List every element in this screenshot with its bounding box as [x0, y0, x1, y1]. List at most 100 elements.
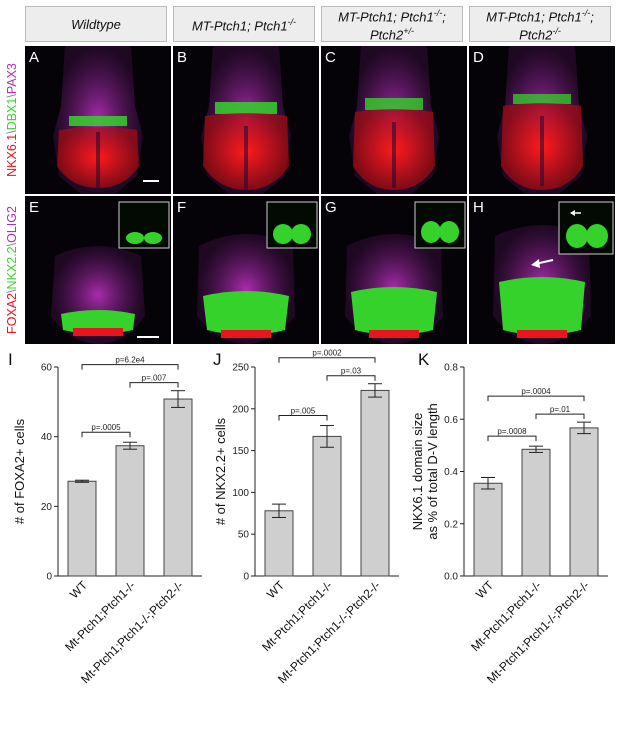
significance-bracket: [487, 435, 537, 442]
channel-label-text: FOXA2\NKX2.2\OLIG2: [5, 206, 20, 334]
chart-nkx2-2: J 0 50 100 150 200 250 # of NKX2.2+ cells WT Mt-P…: [205, 345, 415, 725]
significance-bracket: [81, 431, 131, 438]
micrograph-image: [51, 201, 170, 344]
header-text: Ptch2: [369, 27, 404, 43]
significance-bracket: [326, 375, 376, 381]
header-superscript: -/-: [581, 7, 591, 18]
panel-label: D: [473, 49, 484, 66]
header-text: MT-Ptch1; Ptch1: [486, 9, 582, 24]
row2-channel-label: FOXA2\NKX2.2\OLIG2: [2, 196, 22, 344]
x-tick-label: Mt-Ptch1;Ptch1-/-;Ptch2-/-: [78, 578, 186, 686]
y-axis-label: # of FOXA2+ cells: [12, 418, 27, 524]
channel-label-text: NKX6.1\DBX1\PAX3: [5, 63, 20, 177]
bar-chart-foxa2: I 0 20 40 60 # of FOXA2+ cells WTMt-Ptch1;Ptch…: [8, 350, 202, 686]
y-tick-label: 200: [232, 404, 249, 415]
header-superscript: +/-: [403, 26, 414, 36]
y-tick-label: 50: [238, 530, 250, 541]
bar: [115, 445, 145, 577]
bar: [569, 427, 599, 577]
arrow-icon: [531, 259, 554, 268]
micrograph-panel-e: E: [25, 196, 171, 344]
x-tick-label: Mt-Ptch1;Ptch1-/-;Ptch2-/-: [484, 578, 592, 686]
micrograph-panel-b: B: [173, 46, 319, 194]
y-tick-label: 60: [41, 363, 53, 374]
x-tick-label: WT: [473, 578, 497, 602]
micrograph-image: [53, 46, 159, 194]
p-value-label: p=.03: [341, 367, 362, 376]
header-text: MT-Ptch1; Ptch1: [191, 18, 288, 34]
column-header-label: Wildtype: [71, 16, 121, 32]
column-header-wildtype: Wildtype: [25, 6, 167, 42]
bar: [264, 510, 294, 577]
bar: [312, 435, 342, 577]
y-tick-label: 250: [232, 363, 249, 374]
y-tick-label: 0.6: [444, 415, 458, 426]
inset-arrow-icon: [570, 210, 581, 216]
micrograph-image: [349, 46, 439, 194]
x-tick-label: WT: [264, 578, 288, 602]
micrograph-image: [497, 46, 587, 194]
y-axis-label: # of NKX2.2+ cells: [213, 417, 228, 525]
nkx2-2-label: NKX2.2: [5, 246, 20, 290]
y-tick-label: 0.0: [444, 572, 458, 583]
y-tick-label: 100: [232, 488, 249, 499]
micrograph-panel-d: D: [469, 46, 615, 194]
y-tick-label: 0.8: [444, 363, 458, 374]
significance-bracket: [278, 357, 376, 363]
panel-label: E: [29, 199, 40, 216]
chart-panel-label: I: [8, 350, 13, 369]
bar: [67, 480, 97, 577]
significance-bracket: [129, 382, 179, 388]
micrograph-image: [201, 46, 291, 194]
bar-chart-nkx2-2: J 0 50 100 150 200 250 # of NKX2.2+ cells WTMt-P…: [213, 349, 399, 686]
column-header-ptch2-null: MT-Ptch1; Ptch1-/-; Ptch2-/-: [469, 6, 611, 42]
y-tick-label: 0: [243, 572, 249, 583]
y-tick-label: 20: [41, 502, 53, 513]
panel-label: F: [177, 199, 187, 216]
column-header-label: MT-Ptch1; Ptch1-/-; Ptch2+/-: [338, 7, 446, 43]
p-value-label: p=.007: [142, 374, 167, 383]
chart-foxa2: I 0 20 40 60 # of FOXA2+ cells WT Mt-Ptch1;Ptch…: [0, 345, 210, 725]
micrograph-image: [493, 201, 614, 344]
panel-label: A: [29, 49, 40, 66]
dbx1-label: DBX1: [5, 97, 20, 131]
row1-channel-label: NKX6.1\DBX1\PAX3: [2, 46, 22, 194]
y-tick-label: 0.2: [444, 519, 458, 530]
y-tick-label: 150: [232, 446, 249, 457]
header-text: Ptch2: [519, 27, 553, 43]
panel-label: C: [325, 49, 336, 66]
micrograph-image: [197, 201, 318, 344]
header-superscript: -/-: [287, 16, 297, 27]
column-header-label: MT-Ptch1; Ptch1-/-; Ptch2-/-: [486, 7, 594, 43]
bar: [163, 398, 193, 577]
panel-label: G: [325, 199, 337, 216]
nkx6-1-label: NKX6.1: [5, 133, 20, 177]
p-value-label: p=.0002: [312, 349, 342, 358]
bar-chart-nkx6-1: K 0.0 0.2 0.4 0.6 0.8 NKX6.1 domain size as % o…: [410, 350, 608, 686]
micrograph-panel-g: G: [321, 196, 467, 344]
p-value-label: p=.0008: [497, 427, 527, 436]
p-value-label: p=.0005: [91, 423, 121, 432]
y-axis-label: as % of total D-V length: [425, 403, 440, 540]
foxa2-label: FOXA2: [5, 292, 20, 334]
chart-nkx6-1: K 0.0 0.2 0.4 0.6 0.8 NKX6.1 domain size as % o…: [410, 345, 620, 725]
micrograph-panel-h: H: [469, 196, 615, 344]
p-value-label: p=.0004: [521, 387, 551, 396]
bar: [360, 389, 390, 577]
x-tick-label: WT: [67, 578, 91, 602]
significance-bracket: [278, 415, 328, 421]
olig2-label: OLIG2: [5, 206, 20, 243]
p-value-label: p=.01: [550, 405, 571, 414]
header-superscript: -/-: [552, 26, 561, 36]
micrograph-image: [345, 201, 466, 344]
column-header-ptch2-het: MT-Ptch1; Ptch1-/-; Ptch2+/-: [321, 6, 463, 42]
panel-label: H: [473, 199, 484, 216]
column-header-mt-ptch1-ptch1: MT-Ptch1; Ptch1-/-: [173, 6, 315, 42]
chart-panel-label: J: [213, 350, 222, 369]
p-value-label: p=.005: [291, 407, 316, 416]
y-axis-label: NKX6.1 domain size: [410, 413, 425, 531]
bar: [521, 448, 551, 577]
micrograph-panel-f: F: [173, 196, 319, 344]
y-tick-label: 0.4: [444, 467, 458, 478]
chart-panel-label: K: [418, 350, 430, 369]
